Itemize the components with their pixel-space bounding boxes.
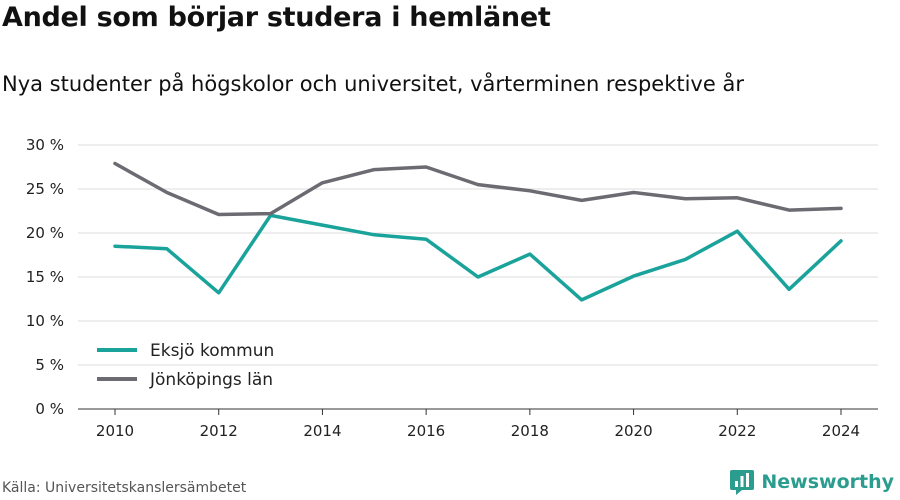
x-tick-label: 2016 [407, 422, 445, 440]
x-tick-label: 2018 [511, 422, 549, 440]
legend-label: Jönköpings län [149, 370, 273, 390]
x-tick-label: 2012 [200, 422, 238, 440]
data-point [319, 180, 325, 186]
data-point [112, 243, 118, 249]
data-point [112, 160, 118, 166]
data-point [631, 273, 637, 279]
x-tick-label: 2022 [718, 422, 756, 440]
line-chart: 0 % 5 % 10 % 15 % 20 % 25 % 30 % 2010 2012 2014 20… [26, 136, 878, 440]
y-tick-label: 0 % [35, 400, 64, 418]
data-point [216, 212, 222, 218]
data-point [527, 251, 533, 257]
y-tick-label: 25 % [26, 180, 64, 198]
newsworthy-logo-icon [730, 470, 755, 495]
y-tick-label: 30 % [26, 136, 64, 154]
data-point [371, 232, 377, 238]
x-tick-label: 2024 [822, 422, 860, 440]
series-line-eksjo [113, 213, 843, 302]
data-point [423, 164, 429, 170]
data-point [319, 222, 325, 228]
data-point [838, 238, 844, 244]
legend-label: Eksjö kommun [150, 341, 274, 361]
data-point [579, 297, 585, 303]
y-tick-label: 10 % [26, 312, 64, 330]
data-point [268, 211, 274, 217]
data-point [579, 197, 585, 203]
chart-subtitle: Nya studenter på högskolor och universit… [2, 72, 744, 96]
brand-name: Newsworthy [761, 471, 894, 493]
x-tick-label: 2020 [614, 422, 652, 440]
data-point [786, 286, 792, 292]
x-tick-label: 2014 [303, 422, 341, 440]
chart-title: Andel som börjar studera i hemlänet [2, 2, 551, 33]
series-line-jonkoping [113, 161, 843, 217]
y-tick-label: 15 % [26, 268, 64, 286]
data-point [475, 182, 481, 188]
data-point [423, 236, 429, 242]
data-point [838, 205, 844, 211]
data-point [786, 207, 792, 213]
data-point [682, 256, 688, 262]
data-point [216, 290, 222, 296]
data-point [164, 246, 170, 252]
source-note: Källa: Universitetskanslersämbetet [2, 480, 247, 496]
x-tick-label: 2010 [96, 422, 134, 440]
brand-logo[interactable]: Newsworthy [729, 468, 894, 496]
data-point [631, 190, 637, 196]
data-point [682, 196, 688, 202]
data-point [475, 274, 481, 280]
data-point [734, 195, 740, 201]
y-tick-label: 5 % [35, 356, 64, 374]
data-point [164, 190, 170, 196]
data-point [371, 167, 377, 173]
data-point [734, 228, 740, 234]
data-point [527, 188, 533, 194]
y-tick-label: 20 % [26, 224, 64, 242]
